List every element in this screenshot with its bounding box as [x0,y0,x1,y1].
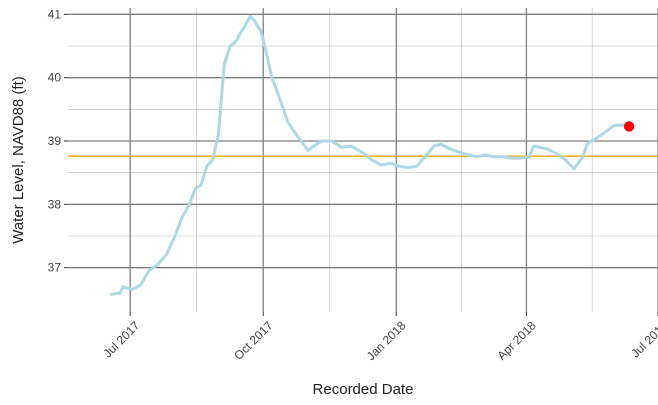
y-tick-label: 38 [48,197,62,211]
y-tick-label: 39 [48,134,62,148]
series-line [109,14,628,296]
highlight-point [623,121,635,132]
x-tick-label: Apr 2018 [494,318,539,363]
x-tick-label: Oct 2017 [231,318,276,363]
x-axis-title: Recorded Date [313,381,414,398]
grid [68,8,658,312]
x-tick-labels: Jul 2017 Oct 2017 Jan 2018 Apr 2018 Jul 2018 [101,312,658,363]
series-group [109,14,628,296]
y-tick-label: 37 [48,261,62,275]
y-tick-label: 41 [48,7,62,21]
y-tick-labels: 37 38 39 40 41 [48,7,68,275]
y-axis-title: Water Level, NAVD88 (ft) [10,76,27,244]
x-tick-label: Jul 2018 [628,318,658,360]
x-tick-label: Jan 2018 [364,318,409,363]
y-tick-label: 40 [48,71,62,85]
x-tick-label: Jul 2017 [101,318,143,360]
highlight-point-group [623,121,635,132]
